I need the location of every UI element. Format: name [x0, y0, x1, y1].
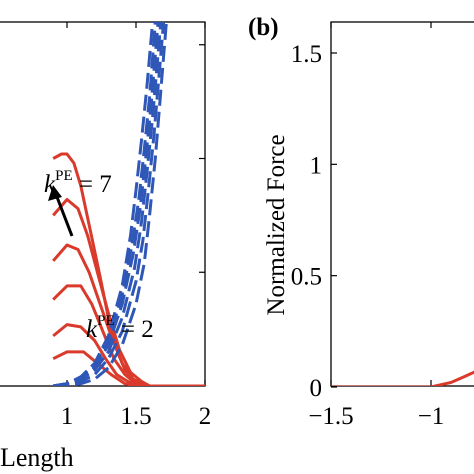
- passive-force-curve-6: [53, 22, 168, 386]
- annotation-kpe-7: kPE = 7: [44, 168, 112, 198]
- panel-b-frame: [330, 21, 474, 387]
- panel-b-ticks: [330, 22, 432, 388]
- panel-b-y-tick-labels: 0 0.5 1 1.5: [291, 41, 322, 402]
- active-force-curve-6: [52, 350, 205, 386]
- passive-force-curve-5: [52, 22, 166, 386]
- panel-a-x-tick-label: 1: [61, 403, 74, 430]
- panel-b-y-tick-label: 1: [310, 152, 323, 179]
- normalized-force-curve-1: [331, 370, 474, 386]
- panel-a: kPE = 7 kPE = 2 1 1.5 2 Length: [0, 21, 212, 472]
- panel-b-x-tick-label: −1.5: [308, 403, 353, 430]
- arrow-shaft: [55, 196, 74, 237]
- panel-a-passive-curves: [52, 22, 168, 386]
- active-force-curve-2: [52, 198, 205, 386]
- panel-b-y-tick-label: 1.5: [291, 41, 322, 68]
- panel-b-x-tick-labels: −1.5 −1: [308, 403, 444, 430]
- annotation-kpe-2: kPE = 2: [86, 313, 154, 343]
- panel-b-y-tick-label: 0.5: [291, 264, 322, 291]
- active-force-curve-3: [52, 243, 205, 386]
- panel-a-x-tick-label: 2: [199, 403, 212, 430]
- panel-b-curves: [331, 370, 474, 386]
- panel-a-x-axis-label: Length: [0, 443, 74, 472]
- panel-a-frame: [0, 21, 206, 387]
- panel-b-y-tick-label: 0: [310, 375, 323, 402]
- panel-b-label: (b): [248, 14, 279, 41]
- direction-arrow: [48, 185, 74, 237]
- panel-b-y-axis-label: Normalized Force: [263, 134, 290, 315]
- panel-b-x-tick-label: −1: [418, 403, 445, 430]
- panel-b: (b) 0 0.5 1 1.5 −1.5 −1 Normalized Force: [248, 14, 474, 430]
- panel-a-x-tick-label: 1.5: [120, 403, 151, 430]
- arrow-head: [48, 185, 62, 201]
- panel-a-x-tick-labels: 1 1.5 2: [61, 403, 212, 430]
